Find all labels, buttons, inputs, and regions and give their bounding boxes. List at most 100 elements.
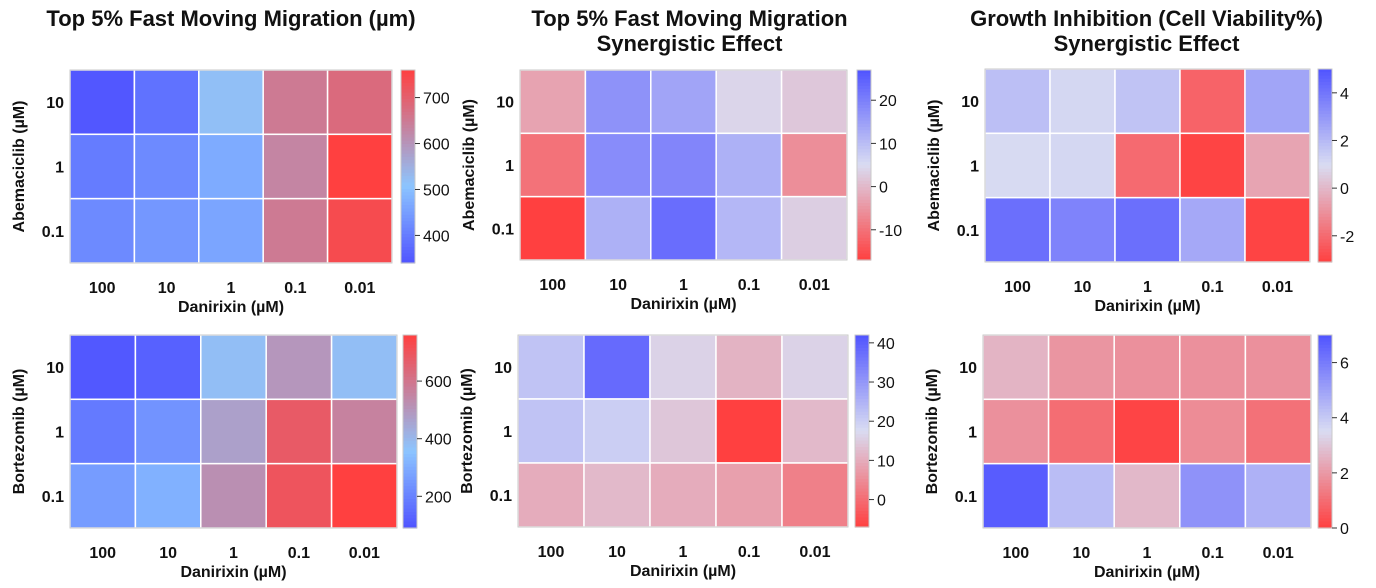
colorbar-segment [403, 502, 417, 507]
heatmap-cell [1047, 462, 1115, 529]
colorbar-segment [855, 338, 869, 342]
colorbar-segment [401, 227, 415, 232]
colorbar-segment [855, 379, 869, 384]
colorbar-segment [857, 127, 871, 131]
y-tick-label: 0.1 [955, 489, 977, 506]
colorbar-segment [855, 469, 869, 474]
heatmap-cell [262, 69, 329, 136]
heatmap-cell [650, 69, 717, 135]
colorbar-segment [403, 499, 417, 503]
colorbar-tick-label: 30 [877, 375, 895, 392]
colorbar-segment [1318, 249, 1332, 253]
y-axis-label: Abemaciclib (µM) [11, 101, 28, 233]
heatmap-cell [1244, 68, 1311, 135]
colorbar-segment [1318, 370, 1332, 375]
colorbar-segment [1318, 434, 1332, 439]
heatmap-cell [200, 398, 267, 465]
colorbar-segment [857, 139, 871, 144]
heatmap-cell [262, 133, 329, 200]
colorbar-segment [1318, 486, 1332, 490]
colorbar-tick-label: 4 [1340, 411, 1349, 428]
colorbar-segment [855, 354, 869, 358]
heatmap-cell [715, 195, 783, 261]
colorbar-segment [401, 127, 415, 132]
colorbar-frame [400, 69, 416, 264]
heatmap-cell [984, 132, 1051, 199]
x-tick-label: 1 [1143, 279, 1152, 296]
colorbar-segment [1318, 123, 1332, 128]
colorbar-segment [1318, 405, 1332, 410]
colorbar-segment [857, 199, 871, 204]
colorbar-segment [1318, 175, 1332, 179]
heatmap-cell [584, 132, 652, 198]
heatmap-cell [984, 196, 1051, 263]
heatmap-cell [649, 398, 717, 464]
colorbar-segment [1318, 110, 1332, 115]
colorbar-segment [401, 234, 415, 238]
colorbar-tick-label: 10 [877, 453, 895, 470]
colorbar-segment [1318, 338, 1332, 343]
colorbar-segment [403, 415, 417, 420]
colorbar-segment [1318, 428, 1332, 433]
colorbar-segment [855, 456, 869, 461]
title-col3-line2: Synergistic Effect [1053, 31, 1240, 56]
colorbar-segment [401, 205, 415, 209]
colorbar-segment [403, 412, 417, 417]
heatmap-cell [649, 462, 717, 528]
colorbar-segment [1318, 72, 1332, 77]
colorbar-segment [403, 399, 417, 404]
colorbar-segment [401, 70, 415, 74]
x-axis-label: Danirixin (µM) [178, 299, 284, 316]
colorbar-segment [1318, 165, 1332, 170]
heatmap-cell [69, 197, 136, 264]
colorbar-segment [855, 453, 869, 458]
colorbar-segment [1318, 421, 1332, 426]
title-col2-line1: Top 5% Fast Moving Migration [531, 6, 848, 31]
y-tick-label: 0.1 [492, 221, 514, 238]
colorbar-segment [403, 408, 417, 413]
colorbar-segment [1318, 101, 1332, 105]
colorbar-segment [1318, 489, 1332, 494]
colorbar-segment [403, 360, 417, 365]
colorbar-segment [403, 370, 417, 375]
heatmap-cell [780, 69, 848, 135]
x-tick-label: 100 [89, 545, 116, 562]
colorbar-segment [401, 137, 415, 142]
y-tick-label: 10 [959, 360, 977, 377]
colorbar-segment [1318, 441, 1332, 445]
colorbar-segment [403, 524, 417, 529]
heatmap-cell [198, 197, 264, 264]
colorbar-segment [857, 136, 871, 141]
colorbar-segment [857, 209, 871, 214]
colorbar-segment [855, 418, 869, 422]
colorbar-tick-label: 40 [877, 336, 895, 353]
colorbar-segment [857, 174, 871, 179]
x-tick-label: 1 [679, 544, 688, 561]
colorbar-segment [403, 457, 417, 462]
colorbar-segment [857, 184, 871, 188]
colorbar-segment [857, 250, 871, 255]
colorbar-segment [401, 240, 415, 245]
colorbar-segment [1318, 444, 1332, 449]
x-tick-label: 0.1 [1201, 545, 1223, 562]
colorbar-segment [1318, 97, 1332, 102]
colorbar-segment [401, 89, 415, 94]
heatmap-cell [715, 69, 783, 135]
colorbar-tick-label: 10 [879, 136, 897, 153]
colorbar-segment [1318, 155, 1332, 160]
colorbar-segment [1318, 178, 1332, 183]
colorbar-segment [855, 389, 869, 394]
colorbar-segment [401, 172, 415, 177]
colorbar-segment [1318, 223, 1332, 228]
colorbar-segment [1318, 159, 1332, 163]
y-axis-label: Abemaciclib (µM) [461, 99, 478, 231]
colorbar-segment [1318, 191, 1332, 196]
colorbar-segment [857, 215, 871, 220]
x-tick-label: 100 [539, 277, 566, 294]
heatmap-cell [715, 398, 783, 464]
heatmap-cell [69, 334, 137, 401]
colorbar-tick-label: 400 [425, 432, 452, 449]
colorbar-segment [403, 441, 417, 445]
colorbar-segment [403, 421, 417, 426]
colorbar-segment [1318, 389, 1332, 394]
